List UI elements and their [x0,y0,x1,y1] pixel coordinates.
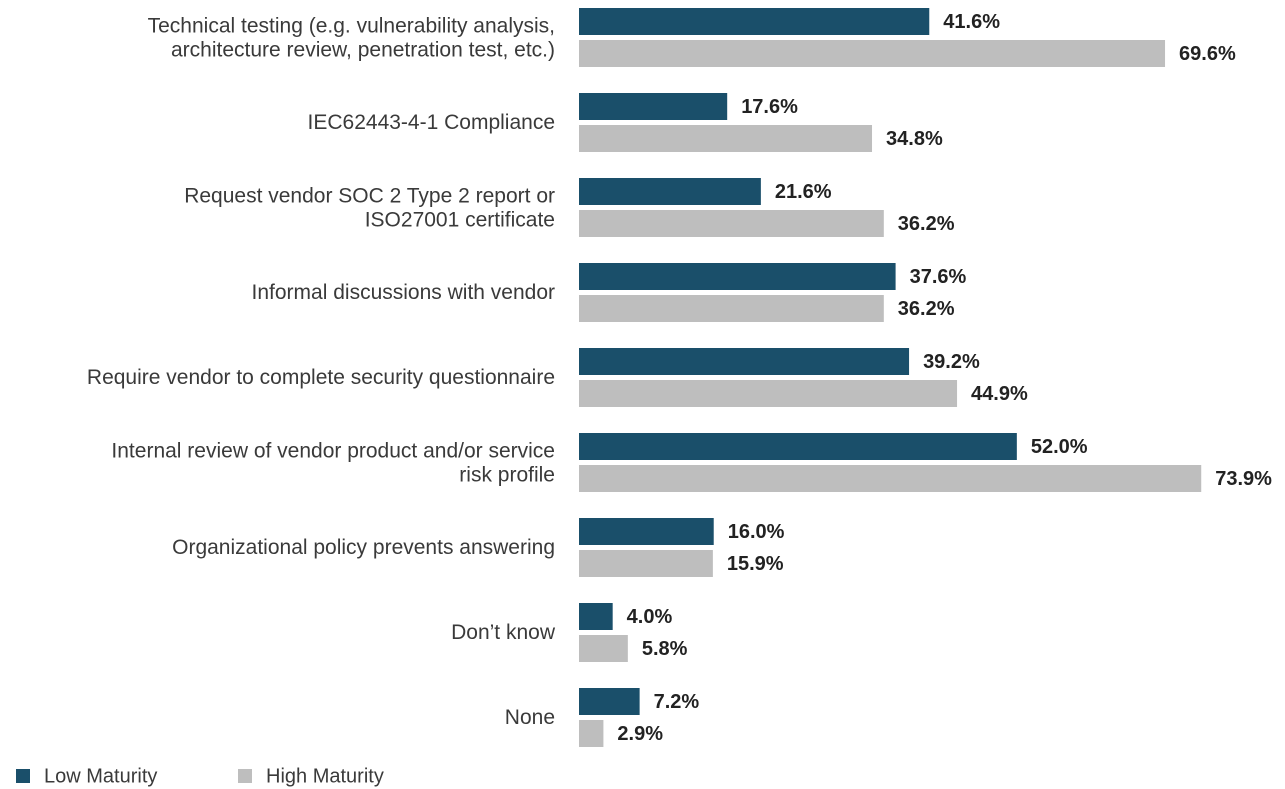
bar [579,210,884,237]
bar [579,93,728,120]
category-label: None [505,706,555,729]
bar [579,263,896,290]
bar [579,550,713,577]
category-label: Request vendor SOC 2 Type 2 report or ISO… [184,184,555,231]
bar [579,433,1017,460]
bar [579,348,910,375]
value-label: 36.2% [898,298,955,320]
value-label: 39.2% [923,351,980,373]
bar [579,8,930,35]
category-label: Informal discussions with vendor [252,281,555,304]
value-label: 16.0% [728,521,785,543]
value-label: 2.9% [617,723,663,745]
category-label: Don’t know [451,621,556,644]
legend-label: High Maturity [266,765,384,787]
bar [579,465,1202,492]
bar [579,40,1166,67]
category-label: Technical testing (e.g. vulnerability an… [148,14,555,61]
value-label: 34.8% [886,128,943,150]
legend-swatch [238,769,252,783]
category-label: Organizational policy prevents answering [172,536,555,559]
legend-label: Low Maturity [44,765,157,787]
value-label: 15.9% [727,553,784,575]
value-label: 5.8% [642,638,688,660]
value-label: 41.6% [943,11,1000,33]
bar [579,518,714,545]
value-label: 73.9% [1215,468,1272,490]
category-label: Require vendor to complete security ques… [87,366,555,389]
value-label: 7.2% [654,691,700,713]
category-label: IEC62443-4-1 Compliance [308,111,555,134]
bar [579,688,640,715]
bar [579,178,761,205]
bar [579,125,873,152]
value-label: 44.9% [971,383,1028,405]
value-label: 36.2% [898,213,955,235]
bar [579,295,884,322]
bar [579,635,628,662]
legend-swatch [16,769,30,783]
value-label: 21.6% [775,181,832,203]
value-label: 52.0% [1031,436,1088,458]
bar [579,603,613,630]
bar [579,380,958,407]
value-label: 4.0% [627,606,673,628]
bar [579,720,604,747]
category-label: Internal review of vendor product and/or… [111,439,555,486]
value-label: 17.6% [741,96,798,118]
value-label: 69.6% [1179,43,1236,65]
value-label: 37.6% [910,266,967,288]
